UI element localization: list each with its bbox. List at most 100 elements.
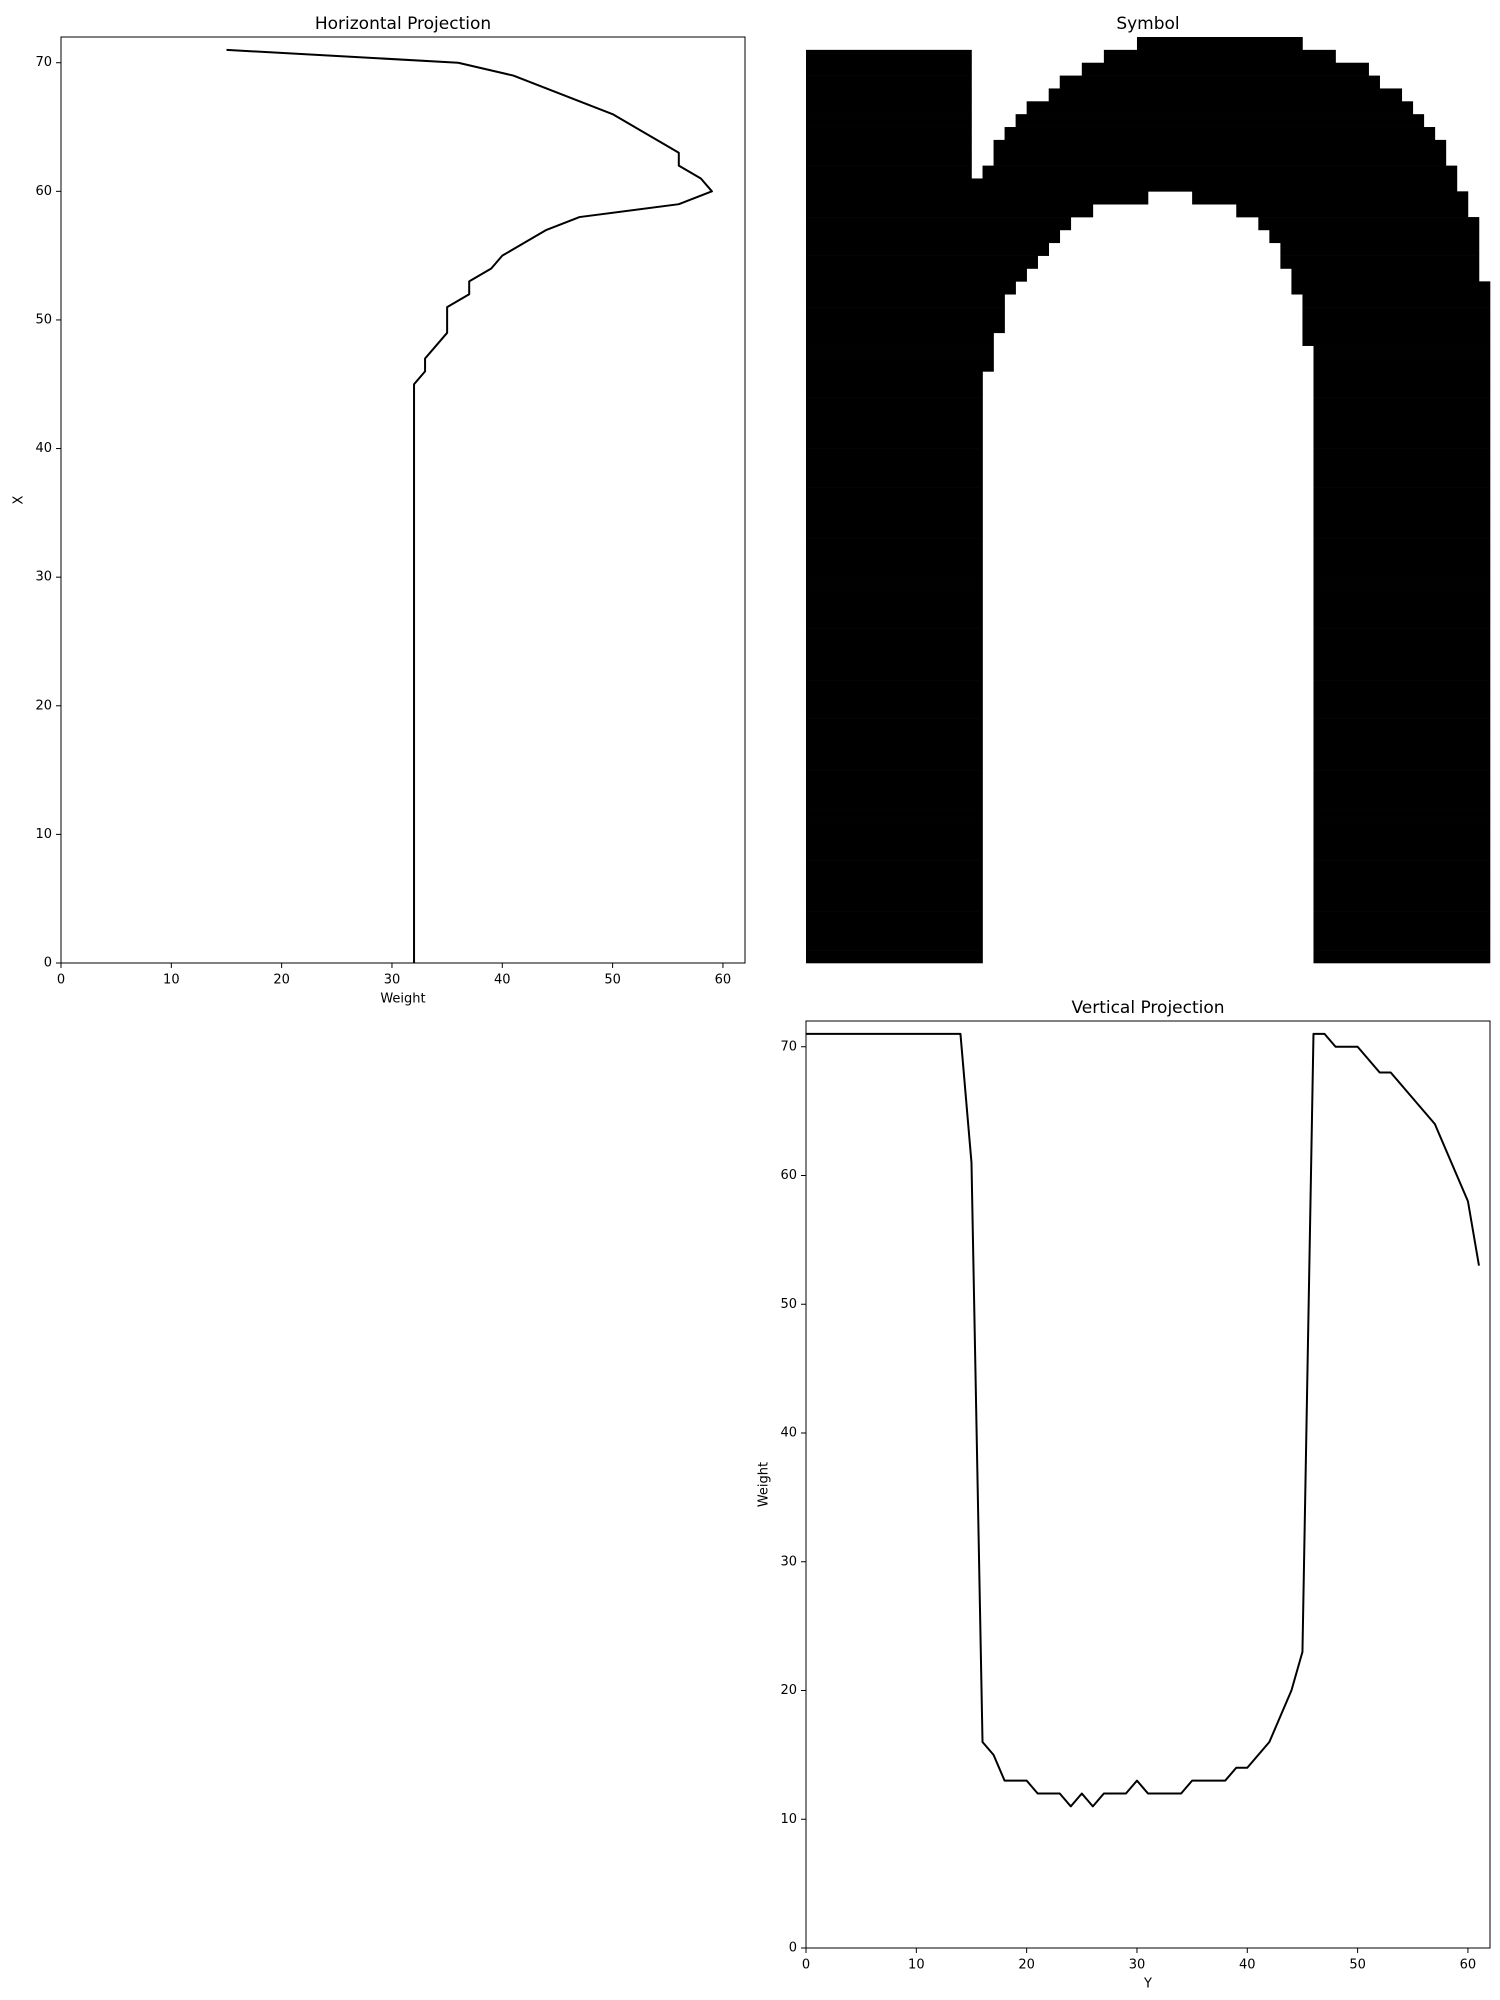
pixel-run bbox=[806, 860, 983, 874]
x-tick-label: 10 bbox=[163, 973, 180, 988]
pixel-run bbox=[1313, 409, 1491, 424]
pixel-run bbox=[1313, 821, 1491, 835]
pixel-run bbox=[1313, 615, 1491, 629]
pixel-run bbox=[993, 139, 1447, 154]
y-tick-label: 60 bbox=[780, 1168, 797, 1183]
pixel-run bbox=[806, 821, 983, 835]
pixel-run bbox=[806, 371, 983, 385]
pixel-run bbox=[806, 602, 983, 617]
pixel-run bbox=[806, 885, 983, 899]
pixel-run bbox=[806, 358, 994, 372]
projection-line bbox=[806, 1032, 1480, 1808]
pixel-run bbox=[806, 937, 983, 951]
pixel-run bbox=[806, 692, 983, 707]
pixel-run bbox=[806, 872, 983, 887]
pixel-run bbox=[1313, 487, 1491, 501]
pixel-run bbox=[806, 165, 972, 179]
pixel-run bbox=[806, 448, 983, 462]
pixel-run bbox=[806, 474, 983, 488]
pixel-run bbox=[806, 847, 983, 861]
y-tick-label: 40 bbox=[780, 1426, 797, 1441]
pixel-run bbox=[1313, 757, 1491, 771]
pixel-run bbox=[1081, 62, 1369, 76]
pixel-run bbox=[806, 641, 983, 655]
pixel-run bbox=[806, 319, 1005, 334]
pixel-run bbox=[1313, 345, 1491, 359]
pixel-run bbox=[1313, 667, 1491, 681]
pixel-run bbox=[806, 924, 983, 938]
pixel-run bbox=[1313, 680, 1491, 694]
pixel-run bbox=[806, 577, 983, 591]
pixel-run bbox=[806, 512, 983, 527]
pixel-run bbox=[806, 307, 1005, 321]
pixel-run bbox=[1313, 512, 1491, 527]
pixel-run bbox=[806, 795, 983, 809]
pixel-run bbox=[982, 165, 1458, 179]
pixel-run bbox=[806, 139, 972, 154]
pixel-run bbox=[806, 590, 983, 604]
pixel-run bbox=[1313, 847, 1491, 861]
pixel-run bbox=[1313, 705, 1491, 719]
y-tick-label: 0 bbox=[789, 1941, 797, 1956]
pixel-run bbox=[1313, 448, 1491, 462]
pixel-run bbox=[1313, 538, 1491, 552]
pixel-run bbox=[806, 152, 972, 166]
y-tick-label: 30 bbox=[780, 1554, 797, 1569]
pixel-run bbox=[806, 101, 972, 115]
pixel-run bbox=[1269, 229, 1480, 244]
pixel-run bbox=[806, 422, 983, 436]
y-tick-label: 40 bbox=[35, 441, 52, 456]
panel-title: Horizontal Projection bbox=[315, 14, 491, 34]
pixel-run bbox=[806, 898, 983, 912]
pixel-run bbox=[1313, 474, 1491, 488]
pixel-run bbox=[806, 204, 1094, 218]
pixel-run bbox=[806, 397, 983, 411]
pixel-run bbox=[806, 654, 983, 668]
pixel-run bbox=[806, 628, 983, 642]
y-tick-label: 20 bbox=[780, 1683, 797, 1698]
x-tick-label: 60 bbox=[1460, 1958, 1477, 1973]
pixel-run bbox=[1048, 88, 1403, 102]
pixel-run bbox=[806, 384, 983, 398]
pixel-run bbox=[806, 667, 983, 681]
panel-title: Vertical Projection bbox=[1071, 998, 1224, 1018]
pixel-run bbox=[806, 332, 994, 346]
pixel-run bbox=[1313, 782, 1491, 797]
pixel-run bbox=[1258, 217, 1480, 231]
x-tick-label: 0 bbox=[57, 973, 65, 988]
pixel-run bbox=[1313, 950, 1491, 964]
pixel-run bbox=[1313, 602, 1491, 617]
pixel-run bbox=[1313, 500, 1491, 514]
pixel-run bbox=[1313, 744, 1491, 758]
pixel-run bbox=[1313, 795, 1491, 809]
y-tick-label: 70 bbox=[780, 1039, 797, 1054]
pixel-run bbox=[1313, 692, 1491, 707]
pixel-run bbox=[1236, 204, 1469, 218]
pixel-run bbox=[806, 191, 1149, 205]
x-tick-label: 30 bbox=[1129, 1958, 1146, 1973]
pixel-run bbox=[806, 782, 983, 797]
pixel-run bbox=[1313, 358, 1491, 372]
pixel-run bbox=[1313, 422, 1491, 436]
pixel-run bbox=[806, 49, 972, 64]
pixel-run bbox=[1313, 525, 1491, 539]
pixel-run bbox=[1313, 718, 1491, 732]
pixel-run bbox=[1302, 307, 1491, 321]
pixel-run bbox=[1313, 590, 1491, 604]
pixel-run bbox=[1302, 332, 1491, 346]
pixel-run bbox=[1313, 770, 1491, 784]
pixel-run bbox=[806, 345, 994, 359]
pixel-run bbox=[806, 294, 1005, 308]
pixel-run bbox=[1059, 75, 1380, 89]
pixel-run bbox=[1291, 268, 1480, 282]
pixel-run bbox=[806, 500, 983, 514]
pixel-run bbox=[806, 950, 983, 964]
pixel-run bbox=[1313, 924, 1491, 938]
projection-line bbox=[226, 48, 713, 963]
pixel-run bbox=[806, 705, 983, 719]
pixel-run bbox=[806, 731, 983, 745]
pixel-run bbox=[806, 62, 972, 76]
pixel-run bbox=[1015, 114, 1425, 128]
pixel-run bbox=[806, 525, 983, 539]
axes-frame bbox=[805, 1020, 1491, 1949]
